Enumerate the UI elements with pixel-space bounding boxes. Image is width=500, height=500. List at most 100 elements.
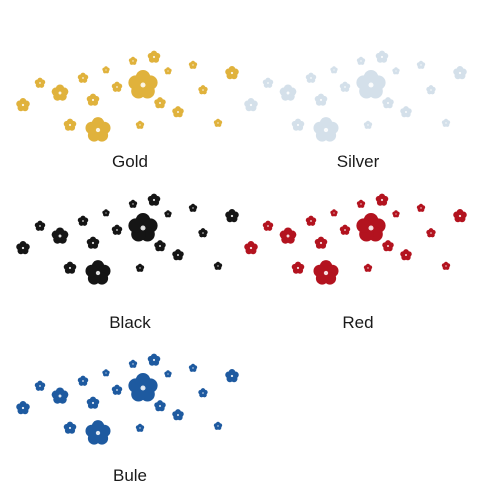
flower-icon [111,224,123,235]
red-flower-cluster [244,193,467,285]
flower-icon [147,353,161,366]
flower-icon [16,401,30,415]
flower-icon [225,369,239,383]
flower-icon [164,370,172,378]
gold-flower-cluster [16,50,239,142]
flower-icon [262,77,274,88]
flower-icon [426,228,436,238]
blue-label: Bule [112,466,148,485]
black-label: Black [109,313,151,332]
flower-icon [102,209,110,217]
flower-icon [382,97,394,109]
flower-icon [363,120,373,129]
flower-icon [453,209,467,223]
flower-icon [441,261,451,270]
flower-icon [154,97,166,109]
flower-icon [128,373,158,402]
flower-icon [375,193,389,206]
flower-icon [63,421,77,434]
flower-icon [330,66,338,74]
flower-icon [339,81,351,92]
flower-icon [188,60,198,69]
blue-flower-cluster [16,353,239,445]
flower-icon [382,240,394,252]
flower-icon [356,56,366,65]
flower-icon [16,98,30,112]
flower-icon [63,118,77,131]
flower-icon [135,423,145,432]
flower-icon [291,118,305,131]
flower-icon [16,241,30,255]
flower-icon [128,70,158,99]
flower-icon [416,60,426,69]
flower-icon [128,199,138,208]
flower-icon [330,209,338,217]
flower-icon [86,93,100,106]
flower-icon [392,67,400,75]
flower-icon [441,118,451,127]
gold-flower-swatch [10,45,250,155]
flower-icon [51,227,69,244]
flower-icon [198,388,208,398]
flower-icon [51,84,69,101]
flower-icon [279,227,297,244]
flower-icon [244,241,258,255]
red-label: Red [342,313,374,332]
flower-icon [416,203,426,212]
flower-icon [154,240,166,252]
flower-icon [313,260,339,285]
flower-icon [213,261,223,270]
flower-icon [77,215,89,226]
flower-icon [188,363,198,372]
flower-icon [111,81,123,92]
flower-icon [400,249,412,261]
flower-icon [172,106,184,118]
flower-icon [51,387,69,404]
flower-icon [314,93,328,106]
flower-icon [339,224,351,235]
flower-icon [400,106,412,118]
flower-icon [85,260,111,285]
flower-icon [86,236,100,249]
flower-icon [188,203,198,212]
flower-icon [225,209,239,223]
flower-icon [262,220,274,231]
flower-icon [164,210,172,218]
black-flower-cluster [16,193,239,285]
flower-icon [147,193,161,206]
flower-icon [85,420,111,445]
flower-icon [356,213,386,242]
flower-icon [305,72,317,83]
flower-icon [135,120,145,129]
flower-icon [135,263,145,272]
flower-icon [213,421,223,430]
flower-icon [213,118,223,127]
flower-icon [77,375,89,386]
flower-icon [147,50,161,63]
flower-icon [244,98,258,112]
flower-icon [426,85,436,95]
flower-icon [305,215,317,226]
flower-icon [34,220,46,231]
flower-icon [356,199,366,208]
flower-icon [128,56,138,65]
flower-icon [356,70,386,99]
black-flower-swatch [10,188,250,298]
silver-label: Silver [336,152,380,171]
flower-icon [85,117,111,142]
silver-flower-swatch [238,45,478,155]
flower-icon [291,261,305,274]
flower-icon [77,72,89,83]
flower-icon [128,213,158,242]
flower-icon [313,117,339,142]
flower-icon [128,359,138,368]
flower-icon [375,50,389,63]
flower-icon [63,261,77,274]
flower-icon [154,400,166,412]
flower-icon [363,263,373,272]
flower-icon [225,66,239,80]
flower-icon [34,77,46,88]
flower-icon [172,409,184,421]
flower-icon [279,84,297,101]
flower-icon [164,67,172,75]
